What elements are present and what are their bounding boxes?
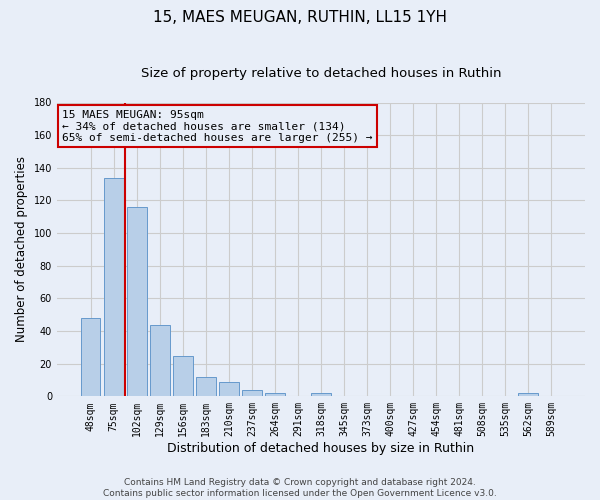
Bar [518,393,538,396]
Bar [242,390,262,396]
Bar [173,356,193,397]
Text: 15, MAES MEUGAN, RUTHIN, LL15 1YH: 15, MAES MEUGAN, RUTHIN, LL15 1YH [153,10,447,25]
Bar [311,393,331,396]
Y-axis label: Number of detached properties: Number of detached properties [15,156,28,342]
Bar [150,324,170,396]
Bar [104,178,124,396]
Bar [81,318,100,396]
Bar [127,207,146,396]
Bar [219,382,239,396]
Text: Contains HM Land Registry data © Crown copyright and database right 2024.
Contai: Contains HM Land Registry data © Crown c… [103,478,497,498]
Bar [196,376,215,396]
Bar [265,393,284,396]
X-axis label: Distribution of detached houses by size in Ruthin: Distribution of detached houses by size … [167,442,475,455]
Text: 15 MAES MEUGAN: 95sqm
← 34% of detached houses are smaller (134)
65% of semi-det: 15 MAES MEUGAN: 95sqm ← 34% of detached … [62,110,373,143]
Title: Size of property relative to detached houses in Ruthin: Size of property relative to detached ho… [141,68,501,80]
